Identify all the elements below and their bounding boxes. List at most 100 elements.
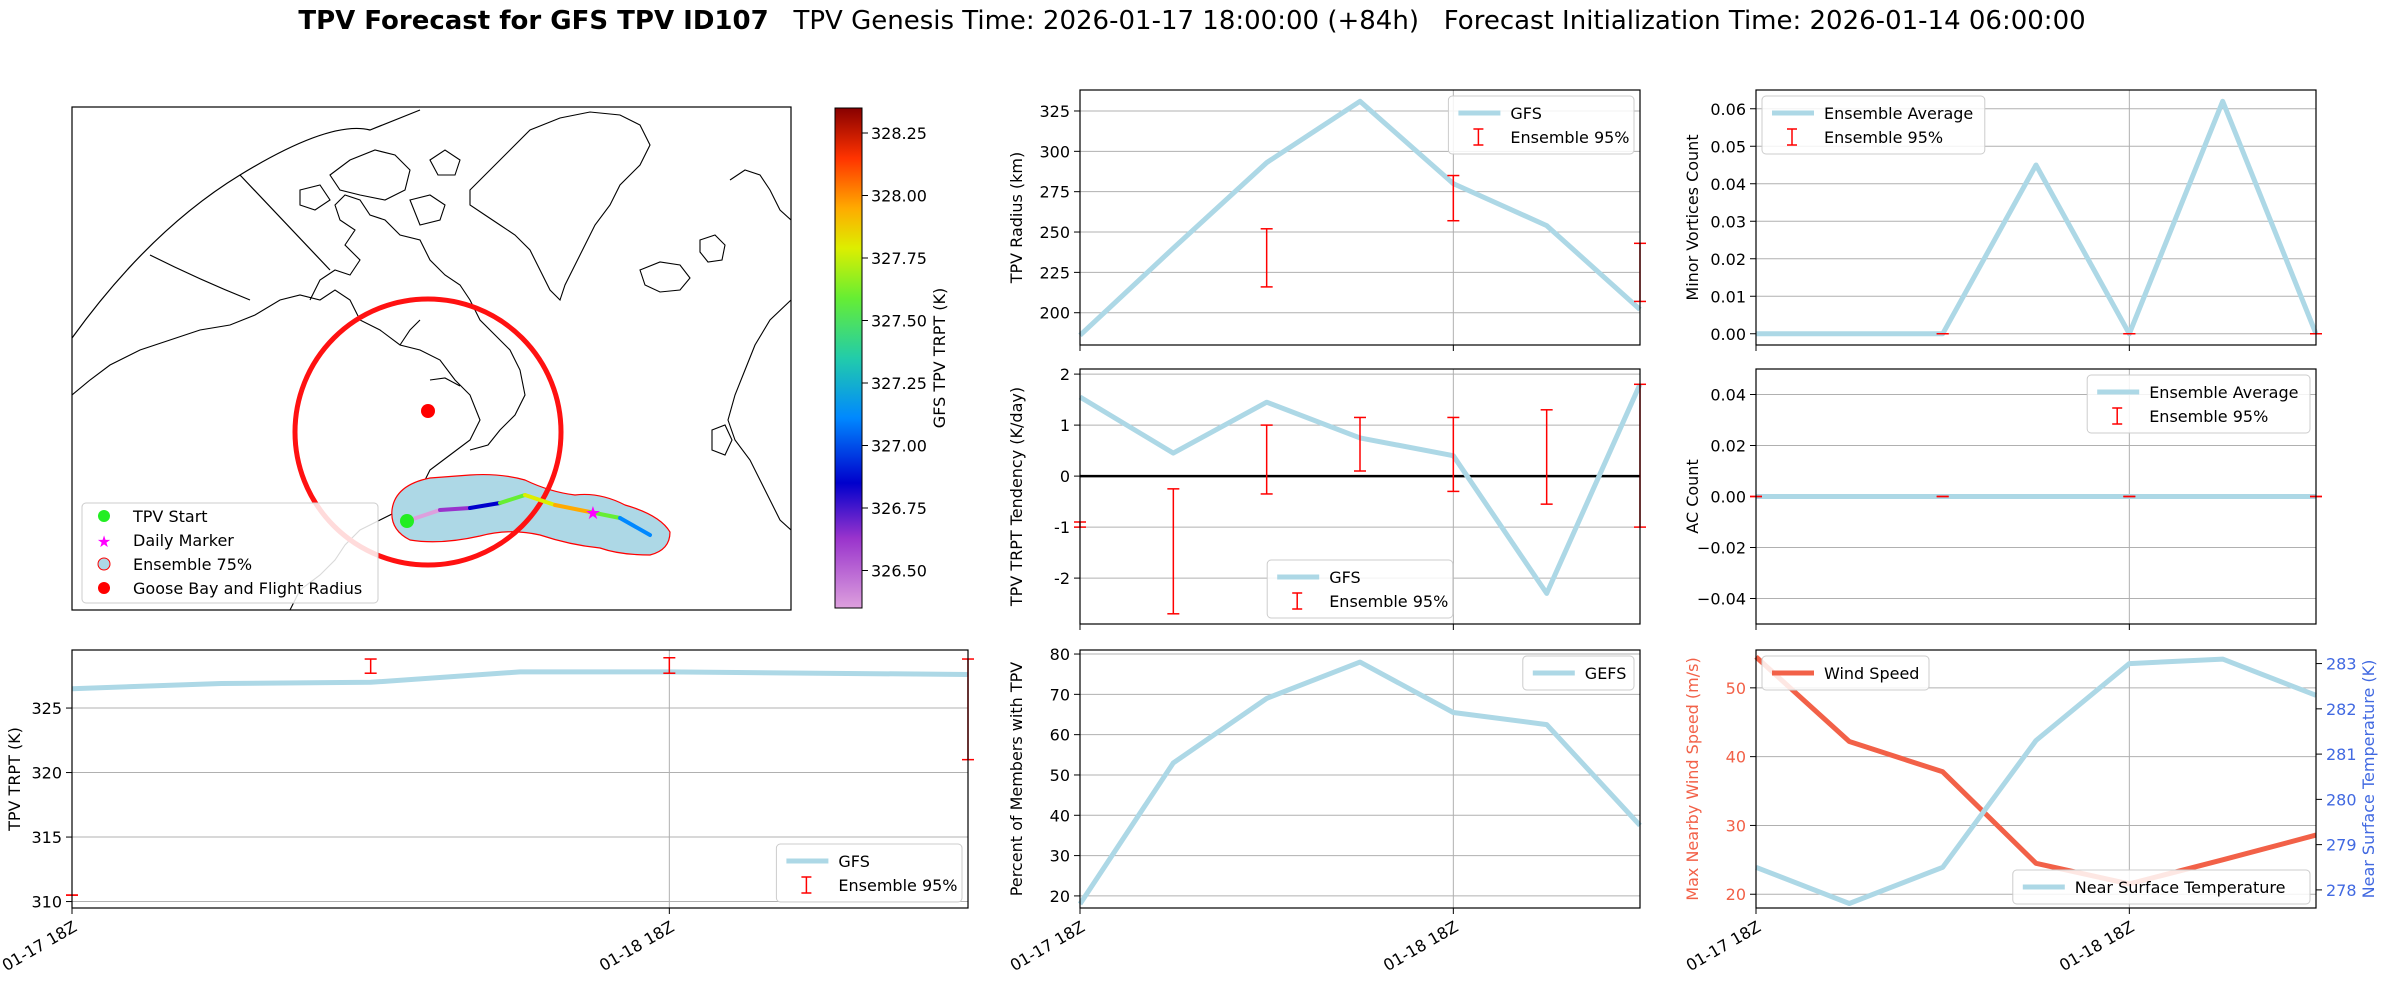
legend-box [775, 843, 963, 903]
goose-bay-marker [421, 404, 435, 418]
y-tick-label: 80 [1050, 645, 1070, 664]
y-axis-label: TPV Radius (km) [1007, 152, 1026, 285]
tpv-start-marker [400, 514, 414, 528]
y-tick-label: -2 [1054, 569, 1070, 588]
y-tick-label: 0.00 [1710, 488, 1746, 507]
plot-frame [1079, 89, 1641, 346]
y-tick-label: 250 [1039, 223, 1070, 242]
colorbar-tick-label: 327.75 [871, 249, 927, 268]
y-axis-label-right: Near Surface Temperature (K) [2359, 660, 2378, 899]
y-axis-label: Max Nearby Wind Speed (m/s) [1683, 657, 1702, 900]
colorbar-tick-label: 327.50 [871, 312, 927, 331]
y-tick-label: 30 [1726, 816, 1746, 835]
map-boundary-lines [72, 109, 421, 339]
y-right-tick-label: 278 [2326, 881, 2357, 900]
genesis-time-label: TPV Genesis Time: 2026-01-17 18:00:00 (+… [793, 6, 1419, 36]
y-tick-label: 0.00 [1710, 325, 1746, 344]
track-segment [438, 506, 472, 512]
init-time-label: Forecast Initialization Time: 2026-01-14… [1443, 6, 2086, 36]
chart-legend: Wind Speed [1761, 655, 1930, 691]
y-tick-label: 2 [1060, 365, 1070, 384]
colorbar-tick-label: 326.50 [871, 562, 927, 581]
series-line-ensemble-average [1756, 98, 2319, 337]
legend-label: Ensemble 95% [1329, 592, 1448, 611]
y-tick-label: 200 [1039, 304, 1070, 323]
x-tick-label: 01-17 18Z [1683, 917, 1764, 975]
series-line-near-surface-temperature [1755, 656, 2317, 906]
legend-box [1447, 95, 1635, 155]
colorbar-tick-label: 327.00 [871, 437, 927, 456]
legend-label: Ensemble 95% [1510, 128, 1629, 147]
legend-tpv-start-icon [98, 510, 110, 522]
chart-ac: −0.04 −0.02 0.00 0.02 0.04 AC Count Ensemble A… [1683, 368, 2322, 630]
y-tick-label: 320 [31, 764, 62, 783]
track-segment [618, 516, 652, 537]
legend-label-goose-bay: Goose Bay and Flight Radius [133, 579, 362, 598]
map-panel: ★ TPV Start ★ Daily Marker Ensemble 75% … [71, 106, 949, 611]
legend-box [2012, 869, 2311, 905]
chart-wind: 20 30 40 50 01-17 18Z 01-18 18Z Max Nearby Win… [1683, 649, 2378, 975]
y-tick-label: 70 [1050, 685, 1070, 704]
colorbar-tick-label: 328.00 [871, 187, 927, 206]
legend-goose-bay-icon [98, 582, 110, 594]
y-axis-label: Percent of Members with TPV [1007, 662, 1026, 896]
y-tick-label: 50 [1050, 766, 1070, 785]
y-tick-label: 310 [31, 893, 62, 912]
x-tick-label: 01-17 18Z [1007, 917, 1088, 975]
y-tick-label: 300 [1039, 142, 1070, 161]
legend-label: Ensemble 95% [838, 876, 957, 895]
x-tick-label: 01-18 18Z [1380, 917, 1461, 975]
y-axis-label: TPV TRPT Tendency (K/day) [1007, 387, 1026, 607]
map-coastline-greenland [469, 111, 651, 302]
legend-label: Ensemble Average [1824, 104, 1973, 123]
plot-frame [1755, 89, 2317, 346]
y-tick-label: −0.04 [1697, 590, 1746, 609]
y-tick-label: 0.03 [1710, 212, 1746, 231]
x-tick-label: 01-18 18Z [596, 917, 677, 975]
y-axis-label: TPV TRPT (K) [5, 727, 24, 832]
legend-label: Wind Speed [1824, 664, 1919, 683]
chart-legend: Near Surface Temperature [2012, 869, 2311, 905]
y-tick-label: -1 [1054, 518, 1070, 537]
y-tick-label: 0.04 [1710, 175, 1746, 194]
series-line-gfs [1078, 383, 1643, 596]
legend-label-tpv-start: TPV Start [132, 507, 208, 526]
chart-minor: 0.00 0.01 0.02 0.03 0.04 0.05 0.06 Minor Vortic… [1683, 89, 2322, 351]
legend-box [1266, 559, 1454, 619]
legend-label-daily-marker: Daily Marker [133, 531, 234, 550]
colorbar-label: GFS TPV TRPT (K) [930, 288, 949, 428]
map-coastline-north-america [72, 194, 526, 610]
chart-percent: 20 30 40 50 60 70 80 01-17 18Z 01-18 18Z Percent … [1007, 645, 1642, 975]
series-line-gfs [1078, 98, 1642, 338]
y-tick-label: 0.06 [1710, 100, 1746, 119]
series-line-gefs [1077, 659, 1642, 906]
daily-marker-star: ★ [585, 503, 601, 524]
y-tick-label: 20 [1726, 885, 1746, 904]
track-segment [498, 493, 527, 505]
y-tick-label: 40 [1726, 748, 1746, 767]
tpv-track [405, 493, 652, 537]
legend-label: Ensemble 95% [1824, 128, 1943, 147]
y-tick-label: 0.02 [1710, 437, 1746, 456]
y-tick-label: 30 [1050, 847, 1070, 866]
y-tick-label: 0 [1060, 467, 1070, 486]
colorbar: GFS TPV TRPT (K) 326.50 326.75 327.00 327.2… [834, 107, 949, 609]
plot-frame [71, 649, 969, 909]
plot-frame [1755, 368, 2317, 625]
chart-legend: GFS Ensemble 95% [775, 843, 963, 903]
track-segment [523, 493, 557, 507]
track-segment [588, 510, 622, 520]
y-right-tick-label: 280 [2326, 790, 2357, 809]
legend-label: GEFS [1585, 664, 1627, 683]
colorbar-tick-label: 326.75 [871, 499, 927, 518]
y-right-tick-label: 281 [2326, 745, 2357, 764]
track-segment [553, 503, 592, 514]
y-tick-label: 1 [1060, 416, 1070, 435]
y-tick-label: 20 [1050, 887, 1070, 906]
chart-trpt: 310 315 320 325 01-17 18Z 01-18 18Z TPV TRPT (… [0, 649, 974, 975]
map-coastline-iceland [639, 261, 691, 293]
y-axis-label: Minor Vortices Count [1683, 134, 1702, 300]
chart-legend: GEFS [1522, 655, 1635, 691]
legend-box [1761, 95, 1986, 155]
legend-label: Ensemble Average [2149, 383, 2298, 402]
